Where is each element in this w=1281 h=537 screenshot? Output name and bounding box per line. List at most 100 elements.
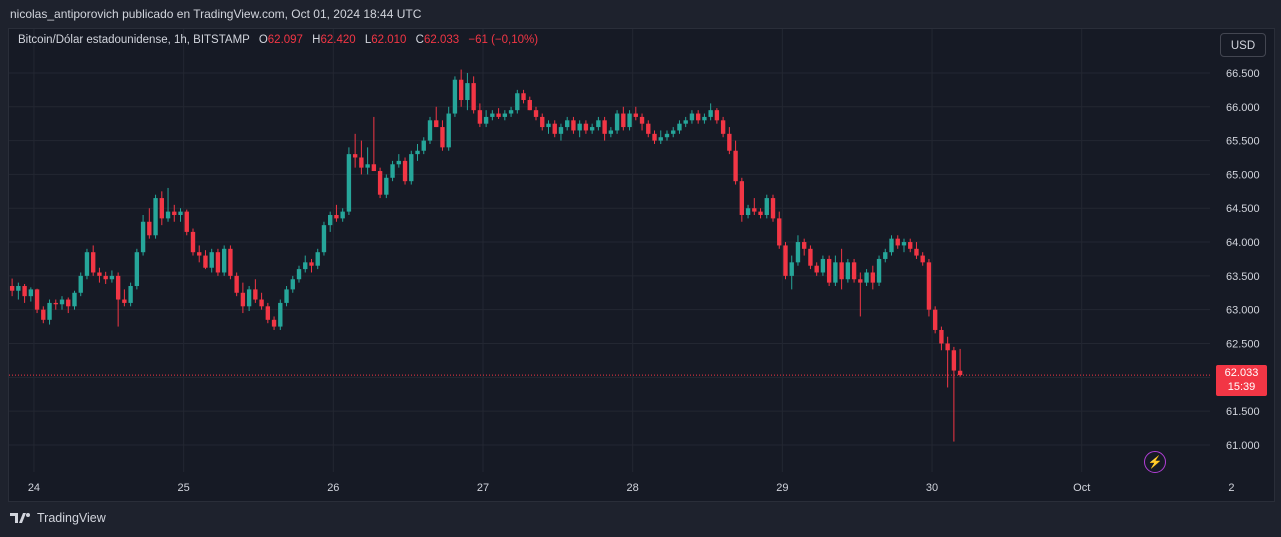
candle-body [240, 292, 246, 307]
candle-body [215, 252, 221, 273]
candle-body [315, 252, 320, 266]
candle-body [565, 120, 570, 128]
candle-body [920, 255, 925, 263]
candle-body [702, 116, 707, 121]
candle-body [589, 127, 595, 131]
candle-body [527, 100, 532, 111]
candle-body [9, 286, 15, 291]
candle-body [309, 262, 314, 266]
time-tick-label: 25 [178, 482, 190, 494]
candle-body [683, 120, 688, 124]
candle-body [134, 252, 140, 287]
lightning-icon[interactable]: ⚡ [1144, 451, 1166, 473]
candle-body [926, 262, 932, 310]
candle-body [752, 208, 757, 212]
candle-body [128, 286, 133, 303]
candle-body [346, 154, 352, 212]
candle-body [458, 79, 464, 101]
candle-body [845, 262, 851, 280]
candle-body [708, 110, 713, 117]
candle-body [658, 137, 663, 141]
candle-body [664, 133, 670, 138]
candle-body [359, 157, 364, 168]
price-tick-label: 66.500 [1226, 68, 1260, 80]
tradingview-logo[interactable]: TradingView [10, 511, 106, 525]
candle-body [789, 262, 794, 276]
candle-body [278, 302, 283, 327]
candle-body [895, 238, 900, 246]
candle-body [914, 248, 919, 256]
candle-body [820, 258, 826, 273]
candle-series [9, 69, 963, 442]
candle-body [59, 299, 65, 305]
candle-body [851, 262, 857, 280]
candle-body [908, 242, 913, 249]
candle-body [172, 211, 177, 215]
candle-body [802, 242, 807, 249]
candle-body [340, 211, 345, 219]
candle-body [66, 299, 71, 307]
candle-body [234, 275, 239, 293]
candle-body [122, 299, 127, 303]
price-tick-label: 62.500 [1226, 338, 1260, 350]
candle-body [814, 265, 819, 273]
candle-body [440, 127, 445, 148]
candle-body [178, 211, 183, 215]
candle-body [396, 160, 401, 165]
currency-button[interactable]: USD [1220, 33, 1266, 57]
symbol-legend: Bitcoin/Dólar estadounidense, 1h, BITSTA… [18, 34, 538, 46]
price-tick-label: 64.500 [1226, 203, 1260, 215]
tradingview-mark-icon [10, 513, 30, 523]
candle-body [446, 113, 451, 148]
open-label: O [258, 34, 268, 46]
price-tick-label: 66.000 [1226, 102, 1260, 114]
candle-body [352, 154, 358, 158]
candle-body [452, 79, 458, 114]
candle-body [502, 113, 508, 117]
candle-body [259, 299, 264, 307]
candle-body [328, 214, 333, 226]
candle-body [883, 252, 888, 259]
candle-body [209, 252, 214, 268]
candle-body [471, 83, 476, 111]
time-tick-label: Oct [1073, 482, 1090, 494]
candle-body [41, 309, 46, 320]
candle-body [28, 289, 34, 297]
candle-body [951, 350, 957, 371]
candle-body [377, 171, 383, 195]
candle-body [47, 302, 52, 320]
change-value: −61 (−0,10%) [468, 34, 539, 46]
candle-body [203, 255, 208, 268]
candle-body [677, 123, 682, 131]
candle-body [552, 123, 557, 134]
price-tick-label: 63.000 [1226, 305, 1260, 317]
candle-body [621, 113, 626, 128]
candle-body [571, 120, 576, 131]
candle-body [153, 198, 158, 236]
candle-body [246, 289, 252, 307]
candle-body [115, 275, 121, 300]
candle-body [22, 286, 27, 297]
candle-body [402, 160, 408, 182]
close-label: C [415, 34, 424, 46]
candle-body [876, 258, 882, 283]
price-tick-label: 61.000 [1226, 440, 1260, 452]
candle-body [889, 238, 894, 253]
candle-body [646, 123, 651, 134]
candle-body [321, 225, 327, 253]
candle-body [783, 245, 788, 276]
candle-body [695, 113, 701, 121]
candle-body [184, 211, 189, 232]
candle-body [558, 127, 564, 134]
time-tick-label: 27 [477, 482, 489, 494]
candle-body [508, 110, 514, 114]
candle-body [296, 269, 302, 280]
candle-body [284, 289, 289, 303]
candle-body [334, 214, 339, 219]
symbol-name: Bitcoin/Dólar estadounidense, 1h, BITSTA… [18, 34, 250, 46]
candle-body [290, 279, 295, 290]
candle-body [490, 113, 495, 117]
candle-body [727, 133, 732, 151]
time-tick-label: 24 [28, 482, 40, 494]
